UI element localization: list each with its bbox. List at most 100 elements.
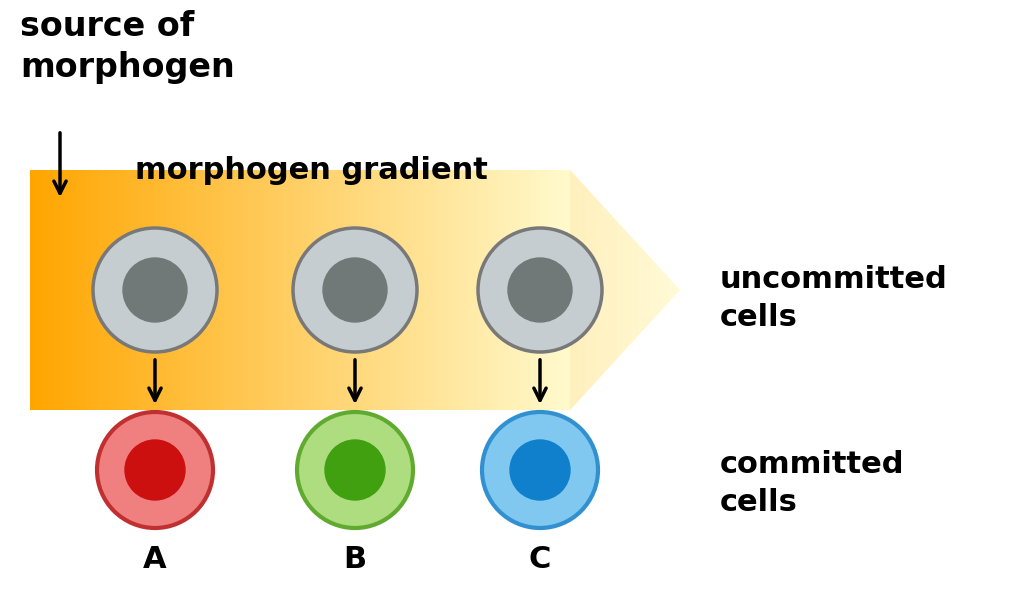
Polygon shape — [68, 170, 70, 410]
Polygon shape — [82, 170, 84, 410]
Polygon shape — [509, 170, 511, 410]
Polygon shape — [505, 170, 507, 410]
Polygon shape — [170, 170, 172, 410]
Polygon shape — [214, 170, 215, 410]
Polygon shape — [57, 170, 58, 410]
Polygon shape — [511, 170, 512, 410]
Polygon shape — [450, 170, 452, 410]
Polygon shape — [148, 170, 151, 410]
Polygon shape — [512, 170, 514, 410]
Polygon shape — [105, 170, 108, 410]
Polygon shape — [298, 170, 300, 410]
Polygon shape — [355, 170, 357, 410]
Polygon shape — [145, 170, 147, 410]
Circle shape — [97, 412, 213, 528]
Polygon shape — [514, 170, 516, 410]
Polygon shape — [324, 170, 326, 410]
Polygon shape — [129, 170, 131, 410]
Polygon shape — [86, 170, 88, 410]
Polygon shape — [500, 170, 502, 410]
Polygon shape — [498, 170, 500, 410]
Polygon shape — [55, 170, 57, 410]
Polygon shape — [246, 170, 248, 410]
Polygon shape — [264, 170, 266, 410]
Polygon shape — [345, 170, 347, 410]
Polygon shape — [338, 170, 340, 410]
Polygon shape — [326, 170, 327, 410]
Polygon shape — [224, 170, 226, 410]
Polygon shape — [143, 170, 145, 410]
Polygon shape — [327, 170, 329, 410]
Polygon shape — [250, 170, 252, 410]
Polygon shape — [36, 170, 37, 410]
Polygon shape — [453, 170, 455, 410]
Polygon shape — [352, 170, 354, 410]
Polygon shape — [212, 170, 214, 410]
Polygon shape — [407, 170, 408, 410]
Polygon shape — [108, 170, 110, 410]
Polygon shape — [257, 170, 259, 410]
Polygon shape — [311, 170, 312, 410]
Polygon shape — [400, 170, 402, 410]
Polygon shape — [100, 170, 102, 410]
Polygon shape — [279, 170, 281, 410]
Polygon shape — [318, 170, 319, 410]
Polygon shape — [414, 170, 415, 410]
Circle shape — [478, 228, 602, 352]
Polygon shape — [124, 170, 125, 410]
Polygon shape — [371, 170, 372, 410]
Polygon shape — [550, 170, 552, 410]
Polygon shape — [165, 170, 167, 410]
Polygon shape — [79, 170, 81, 410]
Polygon shape — [115, 170, 117, 410]
Polygon shape — [547, 170, 549, 410]
Polygon shape — [98, 170, 100, 410]
Polygon shape — [93, 170, 95, 410]
Polygon shape — [39, 170, 41, 410]
Polygon shape — [526, 170, 528, 410]
Polygon shape — [183, 170, 184, 410]
Polygon shape — [556, 170, 557, 410]
Polygon shape — [489, 170, 490, 410]
Polygon shape — [262, 170, 264, 410]
Circle shape — [297, 412, 413, 528]
Polygon shape — [207, 170, 208, 410]
Polygon shape — [91, 170, 93, 410]
Polygon shape — [96, 170, 98, 410]
Polygon shape — [131, 170, 132, 410]
Polygon shape — [276, 170, 279, 410]
Polygon shape — [73, 170, 75, 410]
Polygon shape — [379, 170, 381, 410]
Polygon shape — [88, 170, 89, 410]
Polygon shape — [549, 170, 550, 410]
Polygon shape — [392, 170, 393, 410]
Polygon shape — [228, 170, 229, 410]
Polygon shape — [162, 170, 163, 410]
Circle shape — [323, 258, 387, 322]
Polygon shape — [347, 170, 348, 410]
Polygon shape — [444, 170, 445, 410]
Polygon shape — [253, 170, 255, 410]
Polygon shape — [417, 170, 419, 410]
Polygon shape — [288, 170, 289, 410]
Text: B: B — [343, 545, 367, 575]
Text: source of
morphogen: source of morphogen — [20, 10, 234, 84]
Polygon shape — [233, 170, 236, 410]
Polygon shape — [386, 170, 388, 410]
Polygon shape — [402, 170, 404, 410]
Circle shape — [293, 228, 417, 352]
Polygon shape — [369, 170, 371, 410]
Polygon shape — [284, 170, 286, 410]
Polygon shape — [428, 170, 430, 410]
Polygon shape — [244, 170, 246, 410]
Polygon shape — [172, 170, 174, 410]
Polygon shape — [140, 170, 141, 410]
Polygon shape — [507, 170, 509, 410]
Polygon shape — [383, 170, 385, 410]
Circle shape — [125, 440, 185, 500]
Polygon shape — [545, 170, 547, 410]
Polygon shape — [179, 170, 181, 410]
Polygon shape — [44, 170, 46, 410]
Polygon shape — [70, 170, 72, 410]
Polygon shape — [471, 170, 473, 410]
